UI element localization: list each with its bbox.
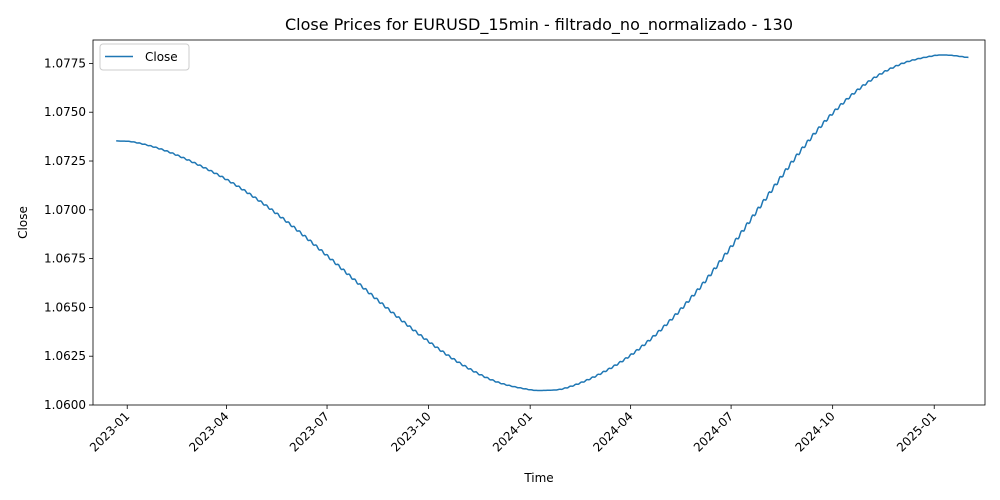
plot-frame [92,39,986,406]
legend-label: Close [145,50,178,64]
y-tick-label: 1.0625 [44,349,86,363]
x-axis-label: Time [523,471,553,485]
chart-title: Close Prices for EURUSD_15min - filtrado… [285,15,793,35]
y-tick-label: 1.0600 [44,398,86,412]
legend-box [99,43,190,71]
y-tick-label: 1.0650 [44,300,86,314]
y-tick-label: 1.0750 [44,105,86,119]
series-layer [116,54,969,392]
legend: Close [99,43,190,71]
plot-area [93,40,985,405]
series-line-close [116,54,969,392]
y-axis-ticks: 1.0600 1.0625 1.0650 1.0675 1.0700 1.0725 1.07… [44,56,93,412]
y-tick-label: 1.0725 [44,154,86,168]
y-tick-label: 1.0700 [44,203,86,217]
y-axis-label: Close [16,206,30,239]
y-tick-label: 1.0675 [44,252,86,266]
y-tick-label: 1.0775 [44,56,86,70]
